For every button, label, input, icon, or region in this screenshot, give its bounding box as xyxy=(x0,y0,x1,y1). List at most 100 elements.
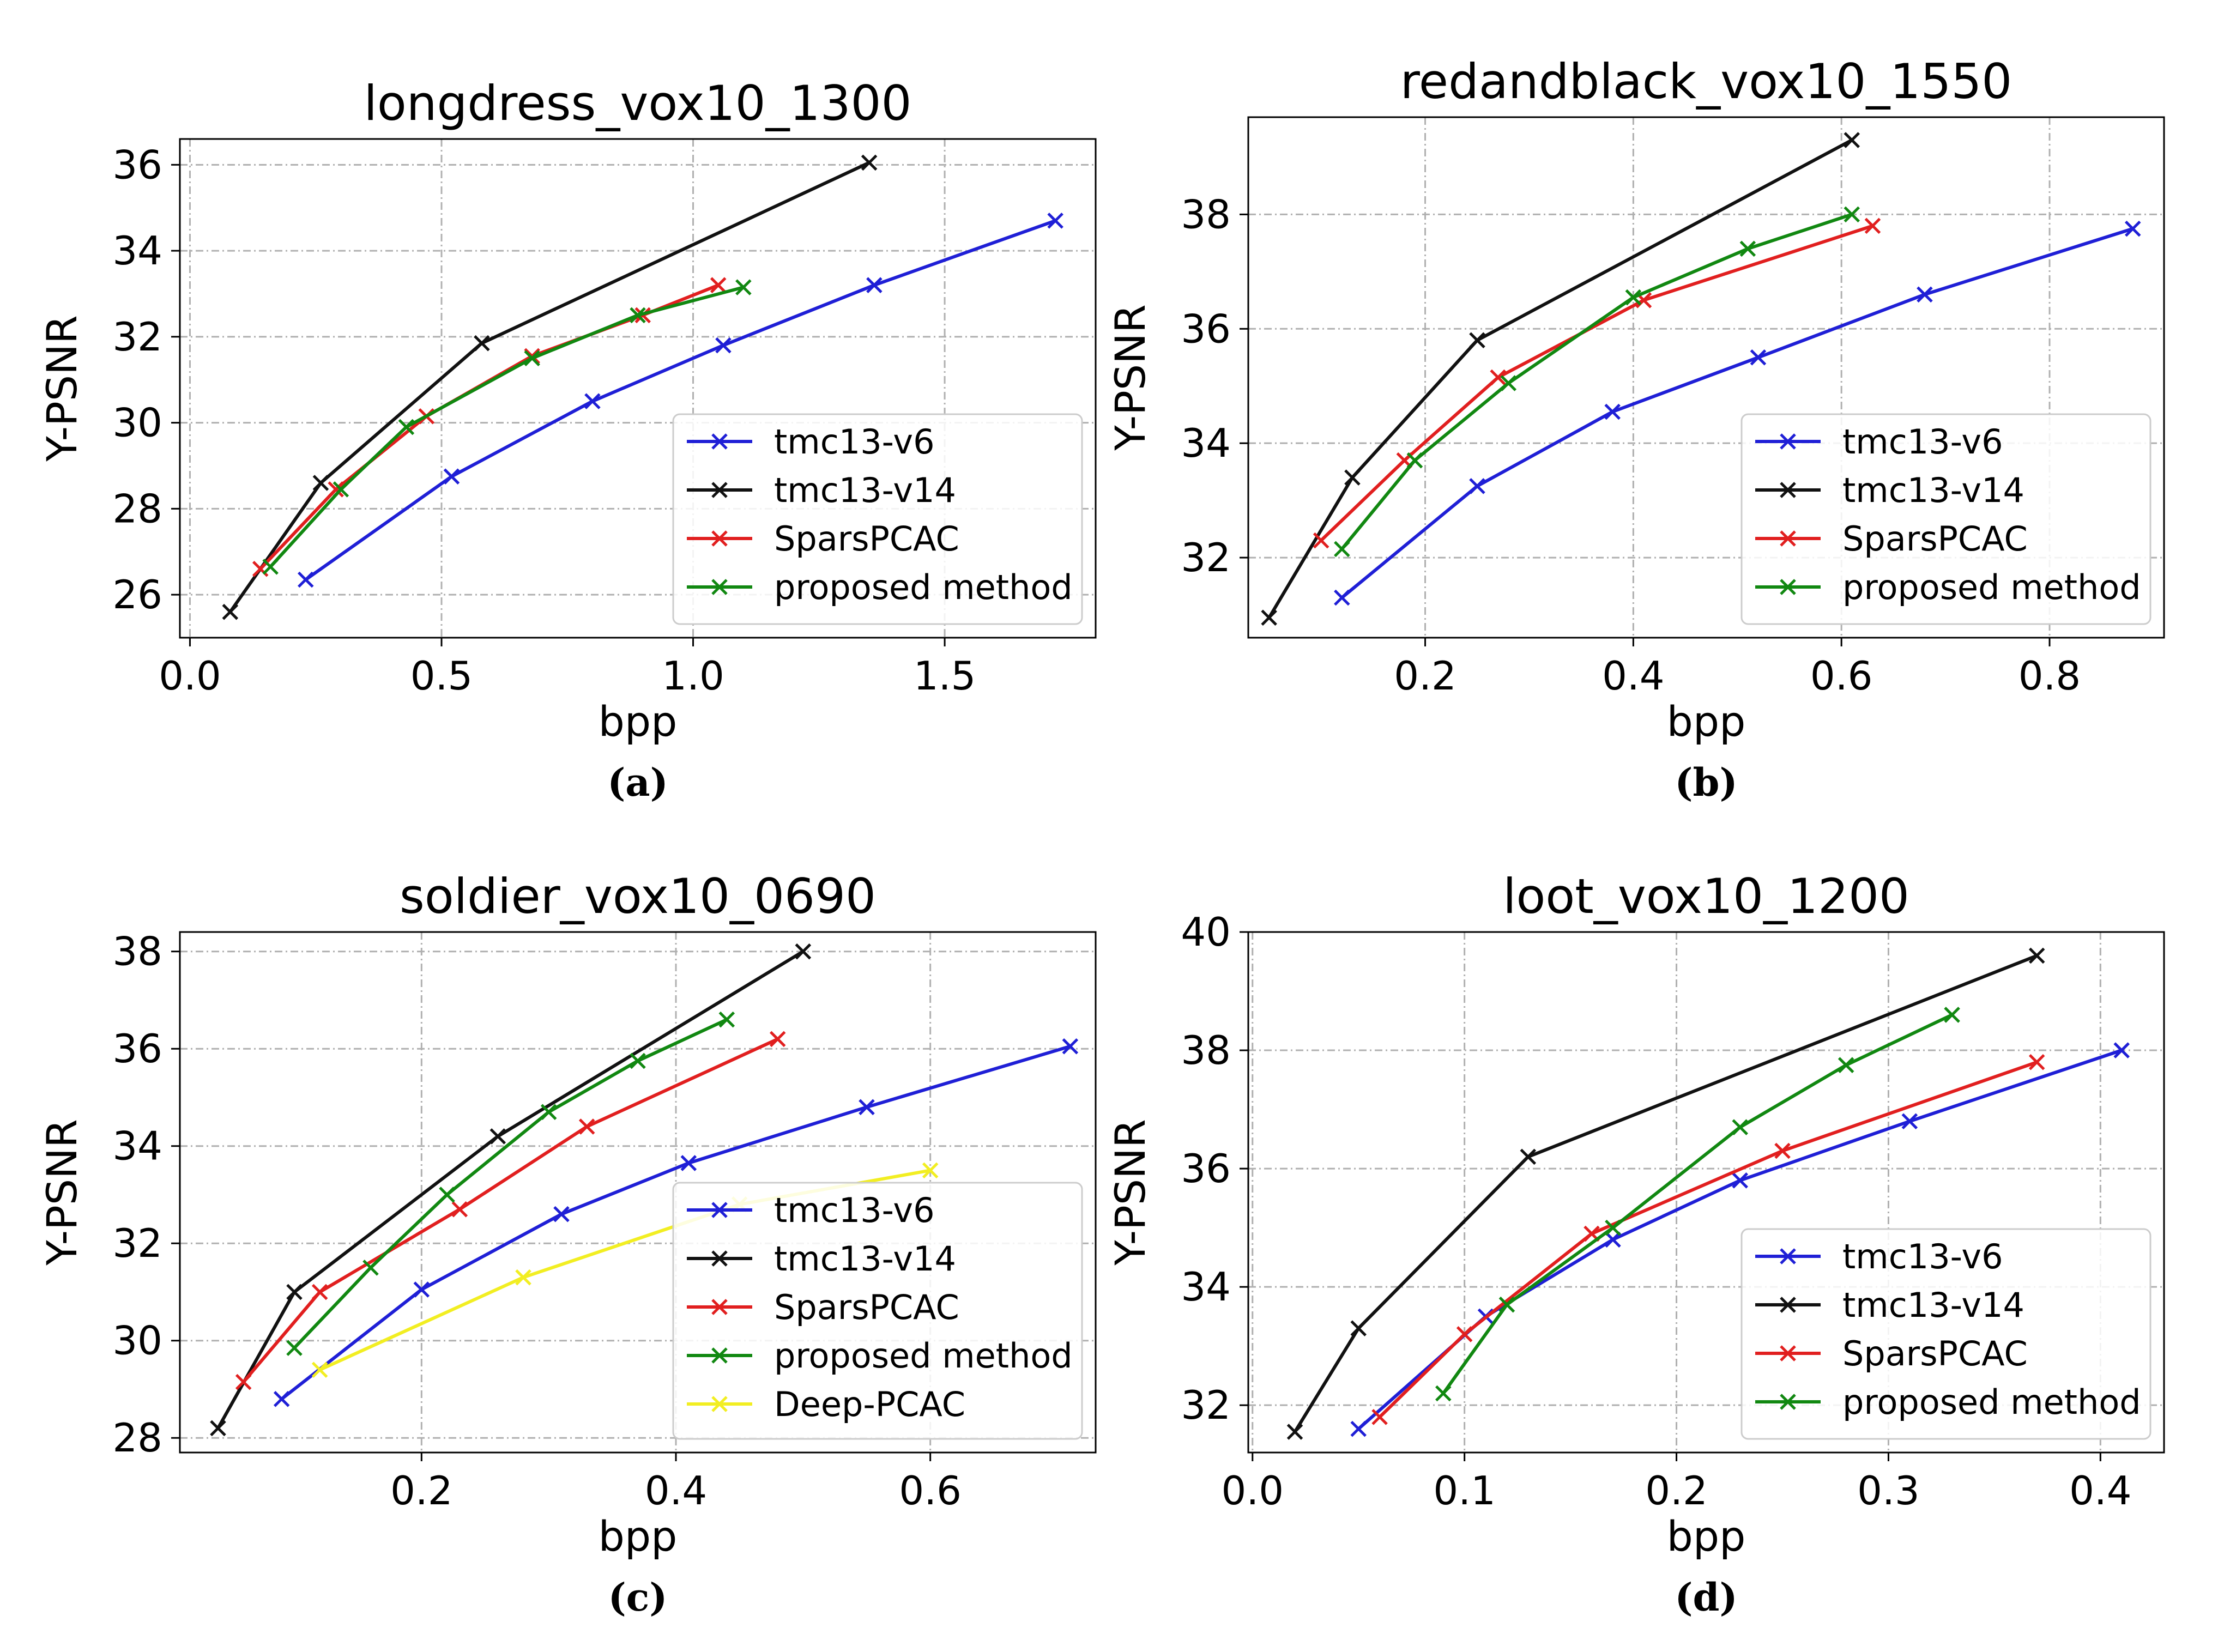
data-point-tmc13-v6 xyxy=(273,1391,290,1407)
y-tick-label: 38 xyxy=(1181,1027,1231,1073)
x-tick-label: 0.2 xyxy=(1394,653,1456,699)
y-tick-label: 36 xyxy=(112,1026,162,1072)
axes-frame xyxy=(179,138,1097,639)
y-tick-label: 38 xyxy=(1181,191,1231,237)
x-axis-label: bpp xyxy=(599,1512,678,1560)
y-tick-label: 32 xyxy=(1181,1382,1231,1428)
legend-label: proposed method xyxy=(1842,1382,2141,1422)
y-tick-label: 32 xyxy=(112,314,162,360)
legend-box xyxy=(672,1182,1083,1440)
legend: tmc13-v6 tmc13-v14 SparsPCAC proposed metho… xyxy=(672,413,1083,625)
legend-box xyxy=(672,413,1083,625)
data-point-tmc13-v6 xyxy=(1750,349,1767,366)
data-point-tmc13-v14 xyxy=(312,475,329,491)
y-axis-label: Y-PSNR xyxy=(1106,304,1155,451)
y-tick-label: 32 xyxy=(1181,535,1231,580)
legend-swatch-marker xyxy=(711,530,728,547)
legend-item-tmc13-v6: tmc13-v6 xyxy=(1755,422,2003,462)
data-point-tmc13-v14 xyxy=(1261,609,1277,626)
data-point-sparspcac xyxy=(311,1284,328,1300)
y-tick-label: 36 xyxy=(112,142,162,187)
data-point-deep-pcac xyxy=(515,1269,531,1286)
data-point-proposed-method xyxy=(1739,240,1756,257)
data-point-proposed-method xyxy=(362,1260,379,1276)
legend-label: tmc13-v6 xyxy=(774,422,935,462)
panel-caption: (d) xyxy=(1675,1575,1737,1620)
data-point-proposed-method xyxy=(718,1011,735,1028)
x-tick-label: 0.4 xyxy=(645,1468,708,1514)
legend-item-tmc13-v6: tmc13-v6 xyxy=(1755,1237,2003,1276)
series-line-proposed-method xyxy=(269,286,744,568)
data-point-sparspcac xyxy=(1490,369,1506,386)
data-point-proposed-method xyxy=(735,279,752,295)
data-point-tmc13-v6 xyxy=(2124,220,2141,237)
series-line-tmc13-v6 xyxy=(305,219,1056,581)
y-tick-label: 34 xyxy=(1181,1264,1231,1310)
data-point-sparspcac xyxy=(769,1031,786,1048)
y-tick-label: 34 xyxy=(112,228,162,274)
data-point-proposed-method xyxy=(439,1187,455,1203)
y-tick-label: 34 xyxy=(1181,420,1231,466)
data-point-tmc13-v14 xyxy=(286,1284,303,1300)
data-point-proposed-method xyxy=(1334,541,1350,558)
legend-label: tmc13-v6 xyxy=(1842,1237,2003,1276)
legend-label: tmc13-v6 xyxy=(774,1190,935,1230)
data-point-sparspcac xyxy=(578,1118,595,1135)
y-tick-label: 38 xyxy=(112,929,162,975)
legend-swatch-marker xyxy=(711,1299,728,1315)
chart-title: longdress_vox10_1300 xyxy=(364,75,911,131)
data-point-proposed-method xyxy=(1498,1296,1515,1313)
legend: tmc13-v6 tmc13-v14 SparsPCAC proposed metho… xyxy=(1740,1228,2151,1440)
data-point-tmc13-v6 xyxy=(1901,1113,1918,1130)
data-point-proposed-method xyxy=(1838,1057,1854,1073)
legend-swatch-marker xyxy=(711,433,728,450)
legend-label: tmc13-v14 xyxy=(774,1239,956,1279)
series-line-tmc13-v6 xyxy=(280,1044,1071,1401)
legend-item-proposed-method: proposed method xyxy=(1755,1382,2141,1422)
legend-item-proposed-method: proposed method xyxy=(687,1336,1073,1376)
x-tick-label: 0.6 xyxy=(1810,653,1873,699)
legend-item-tmc13-v14: tmc13-v14 xyxy=(1755,1285,2024,1325)
x-tick-label: 0.5 xyxy=(410,653,473,699)
legend-item-sparspcac: SparsPCAC xyxy=(1755,519,2028,559)
data-point-proposed-method xyxy=(1605,1219,1621,1236)
legend-item-tmc13-v14: tmc13-v14 xyxy=(687,470,956,510)
x-tick-label: 0.1 xyxy=(1433,1468,1496,1514)
series-line-tmc13-v14 xyxy=(1294,954,2038,1433)
legend-box xyxy=(1740,413,2151,625)
data-point-sparspcac xyxy=(1864,217,1881,234)
x-tick-label: 0.4 xyxy=(1602,653,1665,699)
legend-swatch-marker xyxy=(1780,1345,1796,1361)
data-point-sparspcac xyxy=(235,1373,252,1390)
legend-swatch-marker xyxy=(711,1347,728,1364)
series-line-tmc13-v6 xyxy=(1340,227,2134,599)
legend-swatch-marker xyxy=(711,1250,728,1267)
y-tick-label: 36 xyxy=(1181,306,1231,352)
legend-box xyxy=(1740,1228,2151,1440)
data-point-tmc13-v14 xyxy=(1286,1424,1303,1440)
legend-item-tmc13-v14: tmc13-v14 xyxy=(1755,470,2024,510)
legend: tmc13-v6 tmc13-v14 SparsPCAC proposed metho… xyxy=(672,1182,1083,1440)
legend-label: tmc13-v14 xyxy=(1842,1285,2024,1325)
data-point-tmc13-v14 xyxy=(861,154,878,171)
legend-swatch-marker xyxy=(1780,482,1796,498)
legend-swatch-marker xyxy=(711,1396,728,1412)
series-line-proposed-method xyxy=(1340,213,1853,550)
data-point-proposed-method xyxy=(1625,289,1642,306)
data-point-proposed-method xyxy=(262,559,279,575)
legend-swatch-marker xyxy=(711,579,728,595)
data-point-tmc13-v6 xyxy=(584,393,601,409)
legend-item-tmc13-v14: tmc13-v14 xyxy=(687,1239,956,1279)
data-point-tmc13-v6 xyxy=(443,468,460,485)
data-point-tmc13-v14 xyxy=(795,943,812,960)
legend-item-sparspcac: SparsPCAC xyxy=(1755,1334,2028,1373)
legend-label: SparsPCAC xyxy=(1842,519,2028,559)
y-tick-label: 34 xyxy=(112,1123,162,1169)
data-point-proposed-method xyxy=(1406,452,1423,469)
data-point-tmc13-v6 xyxy=(2113,1042,2130,1058)
data-point-proposed-method xyxy=(1944,1007,1960,1023)
legend: tmc13-v6 tmc13-v14 SparsPCAC proposed metho… xyxy=(1740,413,2151,625)
data-point-proposed-method xyxy=(286,1340,303,1356)
legend-item-proposed-method: proposed method xyxy=(687,567,1073,607)
